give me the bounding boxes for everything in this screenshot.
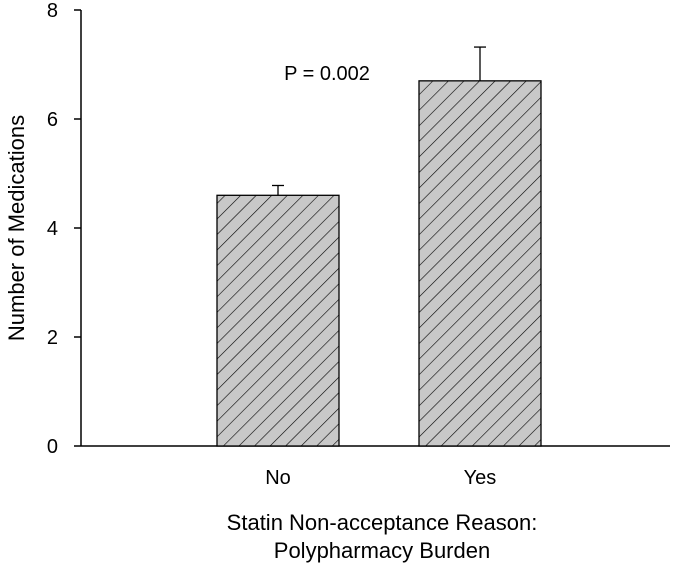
p-value-annotation: P = 0.002 xyxy=(284,63,370,85)
y-tick-label: 0 xyxy=(47,436,58,458)
x-axis-label-line2: Polypharmacy Burden xyxy=(274,538,490,563)
y-axis-ticks: 0 2 4 6 8 xyxy=(47,0,81,458)
x-axis-label-line1: Statin Non-acceptance Reason: xyxy=(227,510,538,535)
y-tick-label: 6 xyxy=(47,109,58,131)
y-axis-label: Number of Medications xyxy=(4,115,29,341)
bar-no xyxy=(216,194,340,447)
x-tick-label-yes: Yes xyxy=(464,467,497,489)
y-tick-label: 8 xyxy=(47,0,58,22)
y-tick-label: 4 xyxy=(47,218,58,240)
x-tick-label-no: No xyxy=(265,467,291,489)
bar-yes xyxy=(418,80,542,447)
bars xyxy=(216,46,542,447)
x-axis-tick-labels: No Yes xyxy=(265,467,496,489)
y-tick-label: 2 xyxy=(47,327,58,349)
